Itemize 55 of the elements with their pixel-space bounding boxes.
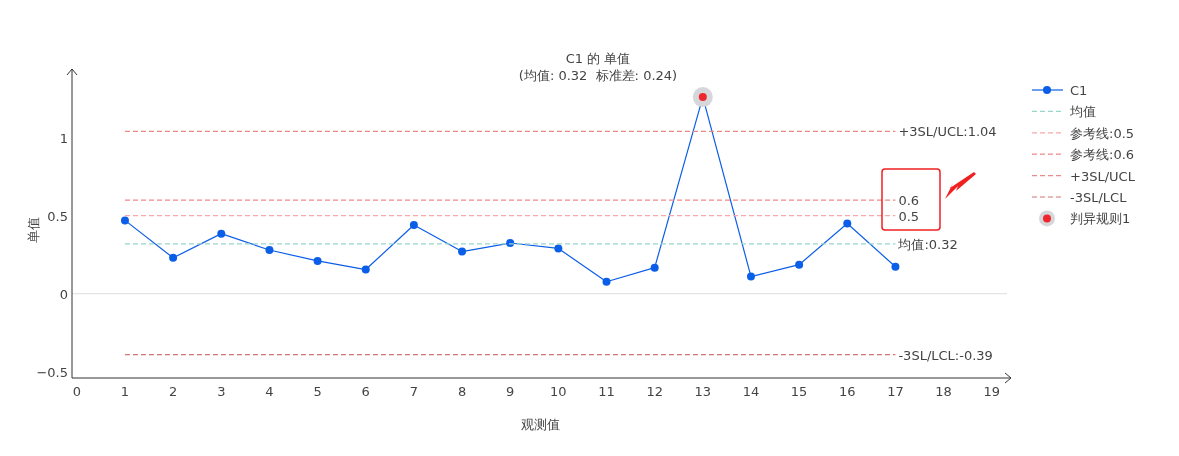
point [843, 219, 852, 228]
x-tick-label: 10 [550, 384, 567, 399]
point [169, 253, 178, 262]
x-tick-label: 3 [217, 384, 226, 399]
legend-label: -3SL/LCL [1070, 190, 1128, 205]
x-tick-label: 7 [409, 384, 419, 399]
x-tick-label: 0 [72, 384, 81, 399]
point [554, 244, 563, 253]
x-tick-label: 17 [887, 384, 904, 399]
annotation: -3SL/LCL:-0.39 [898, 347, 993, 363]
legend-label: 判异规则1 [1070, 211, 1131, 227]
x-tick-label: 16 [839, 384, 856, 399]
y-tick-label: 0.5 [47, 208, 68, 224]
x-tick-label: 1 [120, 384, 130, 399]
x-tick-label: 2 [168, 384, 178, 399]
legend-label: C1 [1070, 83, 1088, 98]
x-tick-label: 13 [694, 384, 712, 399]
point [265, 246, 274, 255]
point [795, 260, 804, 269]
x-tick-label: 19 [983, 384, 1001, 399]
y-tick-label: 0 [59, 286, 68, 302]
x-tick-label: 18 [935, 384, 952, 399]
legend-label: +3SL/UCL [1070, 168, 1136, 184]
annotation: 0.6 [898, 193, 920, 209]
point [602, 277, 611, 286]
legend-label: 参考线:0.6 [1070, 147, 1135, 163]
legend-label: 均值 [1069, 104, 1096, 120]
annotation: +3SL/UCL:1.04 [898, 124, 997, 140]
chart-title: C1 的 单值 [565, 51, 631, 66]
y-tick-label: −0.5 [36, 364, 68, 380]
point [120, 216, 129, 225]
x-tick-label: 11 [598, 384, 615, 399]
legend-label: 参考线:0.5 [1070, 125, 1135, 141]
x-tick-label: 12 [646, 384, 663, 399]
x-tick-label: 4 [265, 384, 274, 399]
point [313, 256, 322, 265]
annotation: 均值:0.32 [897, 236, 958, 252]
point [409, 221, 418, 230]
y-tick-label: 1 [59, 130, 68, 146]
x-tick-label: 8 [457, 384, 467, 399]
point [361, 265, 370, 274]
x-tick-label: 9 [506, 384, 515, 399]
x-tick-label: 5 [313, 384, 322, 399]
y-axis-title: 单值 [26, 217, 41, 243]
chart-subtitle: (均值: 0.32 标准差: 0.24) [518, 68, 678, 83]
point [217, 229, 226, 238]
x-tick-label: 14 [742, 384, 760, 399]
x-tick-label: 6 [361, 384, 370, 399]
x-axis-title: 观测值 [520, 417, 560, 432]
annotation: 0.5 [898, 208, 920, 224]
point [458, 247, 467, 256]
x-tick-label: 15 [790, 384, 808, 399]
point [746, 272, 755, 281]
point [650, 263, 659, 272]
point [891, 262, 900, 271]
